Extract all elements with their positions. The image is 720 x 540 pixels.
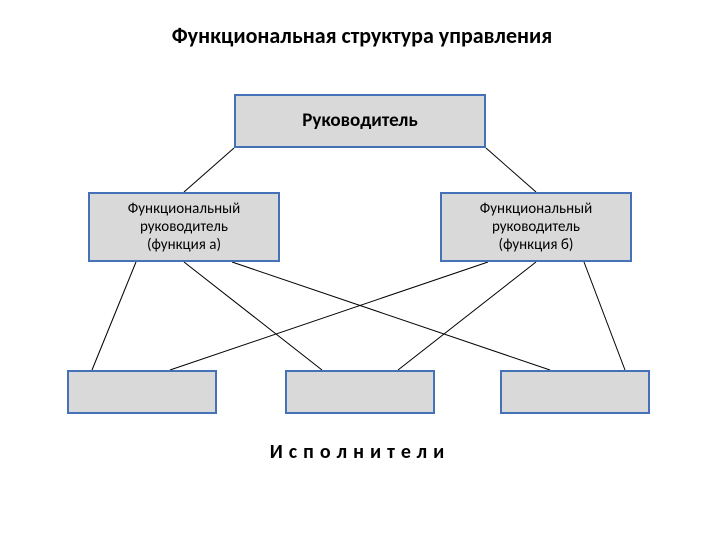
diagram-title: Функциональная структура управления	[112, 22, 612, 52]
node-mid-a: Функциональный руководитель (функция а)	[88, 192, 280, 262]
node-bot-1	[67, 370, 217, 414]
diagram-canvas: Функциональная структура управления Руко…	[0, 0, 720, 540]
node-mid-b: Функциональный руководитель (функция б)	[440, 192, 632, 262]
bottom-label: Исполнители	[200, 440, 520, 470]
node-bot-2	[285, 370, 435, 414]
node-top: Руководитель	[234, 94, 486, 148]
node-bot-3	[500, 370, 650, 414]
